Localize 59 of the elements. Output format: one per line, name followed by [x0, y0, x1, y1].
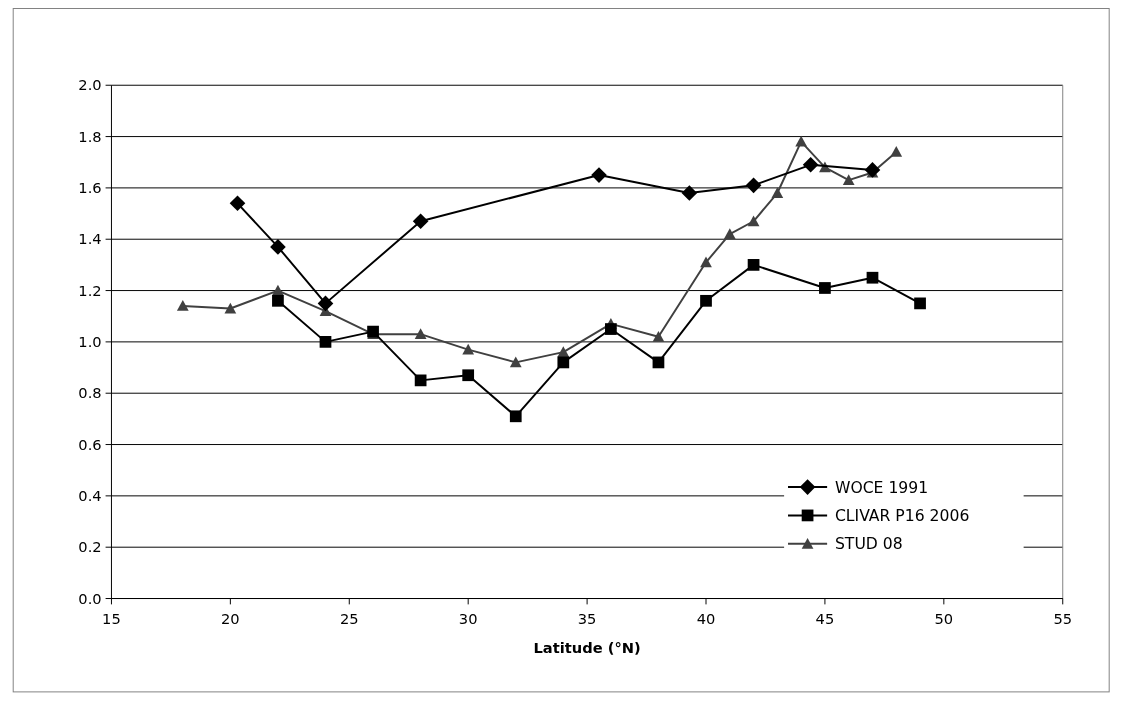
point	[842, 174, 855, 186]
point	[795, 135, 807, 147]
point	[723, 228, 736, 239]
y-tick-label: 0.4	[78, 487, 102, 504]
point	[866, 271, 879, 284]
point	[509, 410, 522, 423]
point	[652, 330, 665, 342]
point	[272, 284, 284, 296]
point	[319, 336, 332, 348]
point	[412, 213, 429, 230]
point	[176, 300, 189, 311]
point	[681, 185, 698, 201]
x-tick-label: 20	[221, 609, 240, 627]
y-tick-label: 1.2	[78, 281, 102, 299]
point	[802, 156, 819, 173]
point	[272, 294, 284, 307]
point	[890, 146, 903, 157]
point	[591, 167, 607, 183]
y-tick-label: 2.0	[78, 76, 102, 94]
y-tick-label: 1.8	[78, 127, 102, 145]
x-tick-label: 15	[102, 609, 121, 627]
y-tick-label: 0.2	[78, 538, 102, 556]
y-tick-label: 0.6	[78, 435, 102, 453]
point	[747, 259, 760, 271]
point	[462, 343, 475, 355]
x-tick-label: 25	[339, 609, 359, 627]
x-tick-label: 40	[696, 609, 716, 627]
x-tick-label: 45	[815, 609, 835, 627]
y-tick-label: 0.0	[78, 589, 102, 607]
point	[462, 369, 475, 382]
point	[700, 256, 712, 268]
point	[914, 297, 926, 310]
x-tick-label: 55	[1053, 609, 1073, 627]
point	[864, 162, 881, 178]
x-tick-label: 50	[934, 609, 954, 627]
y-tick-label: 1.4	[78, 230, 102, 248]
point	[270, 239, 286, 255]
x-tick-label: 30	[458, 609, 478, 627]
legend-label: STUD 08	[834, 534, 903, 554]
point	[605, 323, 617, 335]
point	[745, 177, 762, 194]
legend-label: WOCE 1991	[834, 477, 929, 497]
point	[557, 346, 570, 358]
point	[700, 294, 712, 307]
point	[317, 295, 334, 312]
point	[819, 282, 831, 294]
point	[557, 356, 570, 369]
x-tick-label: 35	[577, 609, 597, 627]
point	[747, 215, 760, 227]
y-tick-label: 1.0	[78, 333, 102, 351]
x-axis-title: Latitude (°N)	[533, 639, 641, 657]
point	[771, 187, 784, 198]
y-tick-label: 0.8	[78, 384, 102, 402]
legend-label: CLIVAR P16 2006	[834, 505, 970, 525]
point	[414, 328, 427, 340]
point	[509, 356, 522, 368]
point	[224, 302, 237, 314]
point	[229, 195, 246, 212]
y-tick-label: 1.6	[78, 179, 102, 197]
